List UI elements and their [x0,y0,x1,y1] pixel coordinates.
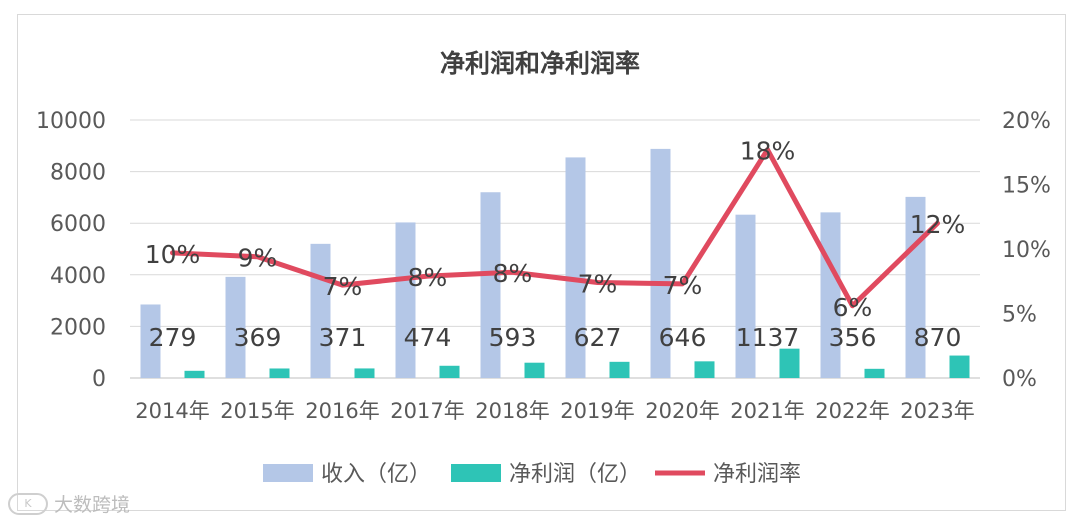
y-left-tick-label: 8000 [50,161,106,186]
x-tick-label: 2017年 [390,399,464,423]
x-tick-label: 2015年 [220,399,294,423]
y-right-tick-label: 10% [1002,238,1051,263]
revenue-bar [650,148,671,378]
net-profit-data-label: 279 [149,323,197,352]
y-right-tick-label: 20% [1002,109,1051,134]
net-margin-data-label: 12% [910,210,966,239]
y-right-tick-label: 15% [1002,174,1051,199]
chart-frame [17,14,1066,511]
net-profit-bar [184,370,205,378]
net-margin-data-label: 7% [323,272,363,301]
revenue-bar [310,243,331,378]
net-profit-bar [694,361,715,378]
net-profit-bar [524,362,545,378]
watermark: K 大数跨境 [8,490,130,517]
legend-net-margin-label: 净利润率 [713,462,801,487]
bars [140,148,970,378]
legend-revenue-label: 收入（亿） [321,462,431,487]
axes: 0 2000 4000 6000 8000 10000 0% 5% 10% 15% 20% 2014年… [36,109,1051,423]
net-margin-data-label: 6% [833,293,873,322]
net-profit-data-label: 627 [574,323,622,352]
net-profit-bar [864,368,885,378]
y-right-tick-label: 0% [1002,367,1037,392]
legend: 收入（亿） 净利润（亿） 净利润率 [263,462,801,487]
y-left-tick-label: 4000 [50,264,106,289]
net-margin-data-label: 7% [663,271,703,300]
data-labels: 279 369 371 474 593 627 646 1137 356 870 10% 9% 7% 8%… [145,137,966,352]
net-profit-bar [269,368,290,378]
x-tick-label: 2021年 [730,399,804,423]
legend-net-profit-label: 净利润（亿） [509,462,641,487]
x-tick-label: 2020年 [645,399,719,423]
y-left-tick-label: 0 [92,367,106,392]
net-margin-data-label: 10% [145,240,201,269]
net-profit-data-label: 646 [659,323,707,352]
net-margin-data-label: 8% [408,263,448,292]
y-left-tick-label: 10000 [36,109,106,134]
net-profit-data-label: 369 [234,323,282,352]
net-profit-bar [779,348,800,378]
net-profit-data-label: 1137 [736,323,800,352]
net-profit-bar [439,365,460,378]
net-profit-bar [609,361,630,378]
net-margin-data-label: 7% [578,270,618,299]
x-tick-label: 2016年 [305,399,379,423]
x-tick-label: 2018年 [475,399,549,423]
margin-line [170,147,940,309]
y-right-tick-label: 5% [1002,303,1037,328]
net-profit-bar [354,368,375,378]
net-profit-data-label: 474 [404,323,452,352]
net-margin-data-label: 8% [493,259,533,288]
y-left-tick-label: 6000 [50,212,106,237]
chart-title: 净利润和净利润率 [440,49,640,78]
x-tick-label: 2023年 [900,399,974,423]
revenue-bar [735,214,756,378]
revenue-bar [140,304,161,378]
net-margin-line [170,147,940,309]
net-profit-data-label: 371 [319,323,367,352]
x-tick-label: 2022年 [815,399,889,423]
revenue-bar [565,157,586,378]
net-profit-data-label: 356 [829,323,877,352]
net-margin-data-label: 9% [238,244,278,273]
legend-net-profit-swatch [451,464,501,482]
x-tick-label: 2014年 [135,399,209,423]
revenue-bar [225,276,246,378]
watermark-logo-icon: K [8,492,48,515]
net-profit-data-label: 593 [489,323,537,352]
revenue-bar [395,222,416,378]
y-left-tick-label: 2000 [50,315,106,340]
watermark-text: 大数跨境 [54,494,131,516]
x-tick-label: 2019年 [560,399,634,423]
legend-revenue-swatch [263,464,313,482]
revenue-bar [480,192,501,378]
net-profit-bar [949,355,970,378]
net-profit-data-label: 870 [914,323,962,352]
net-margin-data-label: 18% [740,137,796,166]
